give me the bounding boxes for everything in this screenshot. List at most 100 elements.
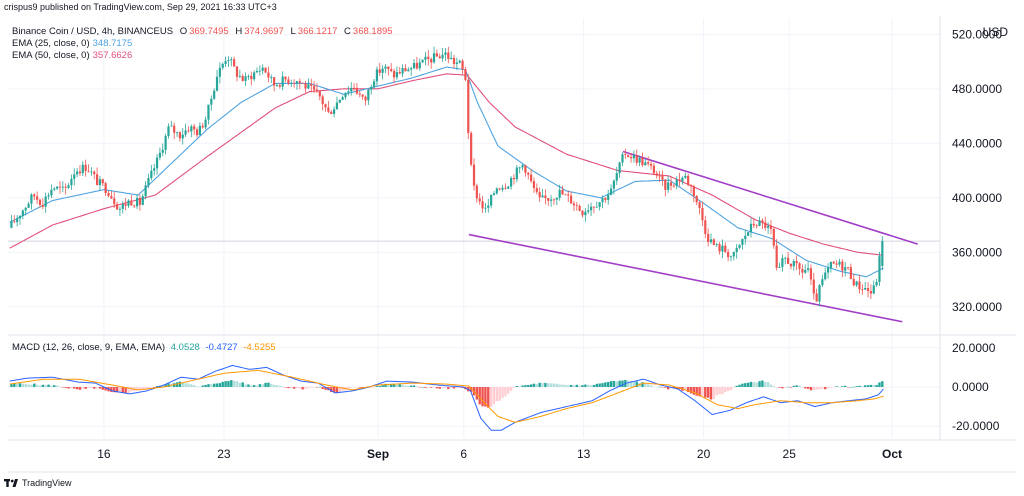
macd-histogram-bar xyxy=(875,384,878,387)
macd-histogram-bar xyxy=(127,387,130,394)
candle-down xyxy=(41,205,44,207)
macd-histogram-bar xyxy=(124,387,127,394)
macd-histogram-bar xyxy=(58,386,62,388)
candle-up xyxy=(238,75,241,77)
candle-down xyxy=(727,251,730,258)
macd-histogram-bar xyxy=(315,387,319,388)
macd-histogram-bar xyxy=(541,382,544,387)
candle-up xyxy=(155,157,159,169)
candle-up xyxy=(255,70,259,73)
candle-down xyxy=(318,91,321,97)
macd-histogram-bar xyxy=(581,385,584,387)
macd-histogram-bar xyxy=(204,384,207,387)
macd-histogram-bar xyxy=(161,385,164,387)
candle-down xyxy=(87,170,90,172)
macd-histogram-bar xyxy=(629,380,633,387)
macd-histogram-bar xyxy=(655,386,658,388)
macd-histogram-bar xyxy=(675,387,678,389)
macd-histogram-bar xyxy=(221,381,224,387)
candle-up xyxy=(618,162,621,174)
macd-histogram-bar xyxy=(684,387,687,391)
macd-histogram-bar xyxy=(492,387,496,405)
candle-down xyxy=(707,233,710,243)
candle-up xyxy=(158,152,162,158)
candle-down xyxy=(298,81,301,83)
candle-up xyxy=(410,68,413,70)
candle-down xyxy=(772,228,775,246)
macd-histogram-bar xyxy=(778,387,781,388)
candle-down xyxy=(655,173,658,176)
candle-down xyxy=(430,59,433,63)
candle-up xyxy=(295,81,299,84)
ema50-legend: EMA (50, close, 0) 357.6626 xyxy=(12,50,132,62)
macd-histogram-bar xyxy=(175,382,179,387)
macd-histogram-bar xyxy=(861,386,864,387)
macd-histogram-bar xyxy=(378,386,381,387)
macd-histogram-bar xyxy=(469,387,473,392)
publish-info: crispus9 published on TradingView.com, S… xyxy=(4,2,277,12)
macd-histogram-bar xyxy=(18,383,22,387)
ohlc-values: O 369.7495 H 374.9697 L 366.1217 C 368.1895 xyxy=(176,26,393,37)
candle-down xyxy=(724,245,727,252)
candle-down xyxy=(250,75,253,80)
candle-up xyxy=(407,69,410,72)
macd-histogram-bar xyxy=(578,385,581,387)
macd-histogram-bar xyxy=(538,382,541,387)
macd-histogram-bar xyxy=(195,386,199,387)
candle-down xyxy=(849,267,853,279)
candle-up xyxy=(878,256,881,282)
candle-up xyxy=(375,69,379,82)
macd-histogram-bar xyxy=(155,386,159,387)
time-tick-label: 23 xyxy=(217,447,231,461)
candle-up xyxy=(150,170,153,179)
ohlc-high: H 374.9697 xyxy=(235,26,284,37)
macd-histogram-bar xyxy=(784,387,787,388)
macd-line xyxy=(9,364,884,431)
candle-up xyxy=(338,99,341,103)
macd-histogram-bar xyxy=(247,384,250,387)
candle-up xyxy=(350,87,353,92)
candle-up xyxy=(253,72,256,80)
candle-down xyxy=(315,89,319,92)
macd-histogram-bar xyxy=(852,386,855,388)
ema50-value: 357.6626 xyxy=(92,50,133,61)
candle-down xyxy=(36,196,39,200)
macd-histogram-bar xyxy=(318,386,322,388)
ohlc-close: C 368.1895 xyxy=(344,26,393,37)
macd-histogram-bar xyxy=(81,387,85,389)
macd-histogram-bar xyxy=(866,385,870,387)
candle-up xyxy=(749,223,753,233)
macd-histogram-bar xyxy=(421,386,424,388)
macd-histogram-bar xyxy=(301,387,304,390)
tradingview-footer[interactable]: TradingView xyxy=(4,478,72,488)
macd-histogram-bar xyxy=(44,385,47,387)
macd-histogram-bar xyxy=(755,382,758,387)
candle-down xyxy=(358,93,361,95)
candle-down xyxy=(321,96,324,105)
candle-up xyxy=(510,177,513,187)
macd-histogram-bar xyxy=(192,385,196,387)
candle-down xyxy=(832,261,835,264)
macd-histogram-bar xyxy=(98,387,102,389)
time-tick-label: Sep xyxy=(367,447,389,461)
candle-up xyxy=(595,206,598,208)
candle-down xyxy=(698,202,701,209)
macd-histogram-bar xyxy=(347,387,350,389)
candle-up xyxy=(98,179,102,186)
candle-up xyxy=(518,167,521,169)
candle-down xyxy=(687,175,690,185)
candle-down xyxy=(107,193,110,197)
candle-up xyxy=(781,258,784,267)
lower-trend-line xyxy=(468,233,903,323)
macd-histogram-bar xyxy=(786,386,790,388)
macd-histogram-bar xyxy=(795,385,798,387)
candle-up xyxy=(804,269,807,273)
time-tick-label: Oct xyxy=(882,447,902,461)
candle-up xyxy=(67,185,70,188)
candle-up xyxy=(455,62,458,64)
candle-up xyxy=(18,215,22,219)
candle-up xyxy=(335,102,339,110)
price-tick-label: 320.0000 xyxy=(952,300,1002,314)
macd-histogram-bar xyxy=(150,387,153,388)
